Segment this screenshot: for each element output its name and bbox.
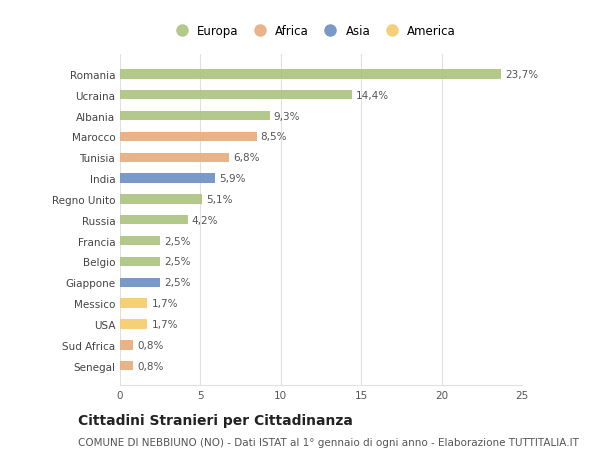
Bar <box>120 112 269 121</box>
Text: 2,5%: 2,5% <box>164 278 191 288</box>
Bar <box>120 361 133 370</box>
Text: 0,8%: 0,8% <box>137 361 163 371</box>
Bar <box>120 70 501 79</box>
Text: 2,5%: 2,5% <box>164 236 191 246</box>
Text: 8,5%: 8,5% <box>260 132 287 142</box>
Bar <box>120 174 215 184</box>
Text: 9,3%: 9,3% <box>274 112 300 121</box>
Text: 1,7%: 1,7% <box>151 298 178 308</box>
Bar <box>120 153 229 162</box>
Bar <box>120 216 188 225</box>
Bar <box>120 236 160 246</box>
Text: 6,8%: 6,8% <box>233 153 260 163</box>
Text: COMUNE DI NEBBIUNO (NO) - Dati ISTAT al 1° gennaio di ogni anno - Elaborazione T: COMUNE DI NEBBIUNO (NO) - Dati ISTAT al … <box>78 437 579 447</box>
Text: 5,9%: 5,9% <box>219 174 245 184</box>
Bar <box>120 299 148 308</box>
Text: 4,2%: 4,2% <box>191 215 218 225</box>
Bar <box>120 319 148 329</box>
Text: 1,7%: 1,7% <box>151 319 178 329</box>
Text: 5,1%: 5,1% <box>206 195 233 205</box>
Text: Cittadini Stranieri per Cittadinanza: Cittadini Stranieri per Cittadinanza <box>78 414 353 428</box>
Text: 23,7%: 23,7% <box>505 70 538 80</box>
Bar <box>120 133 257 142</box>
Bar <box>120 91 352 100</box>
Legend: Europa, Africa, Asia, America: Europa, Africa, Asia, America <box>170 25 456 38</box>
Bar <box>120 257 160 267</box>
Bar <box>120 278 160 287</box>
Text: 0,8%: 0,8% <box>137 340 163 350</box>
Bar <box>120 195 202 204</box>
Bar <box>120 341 133 350</box>
Text: 2,5%: 2,5% <box>164 257 191 267</box>
Text: 14,4%: 14,4% <box>356 90 389 101</box>
